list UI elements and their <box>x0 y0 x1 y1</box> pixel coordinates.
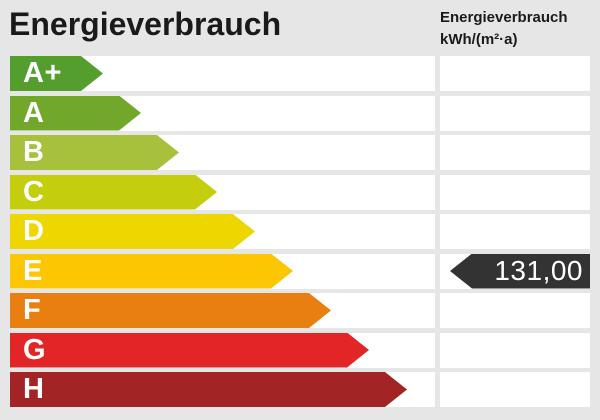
class-label: A <box>23 96 45 129</box>
class-label: F <box>23 294 42 326</box>
class-arrow-d: D <box>10 214 255 249</box>
scale-row-h: H <box>0 372 600 407</box>
class-arrow-c: C <box>10 175 217 210</box>
value-badge <box>450 135 590 170</box>
scale-row-a: A <box>0 95 600 131</box>
class-label: H <box>23 373 45 405</box>
scale-row-aplus: A+ <box>0 56 600 91</box>
class-arrow-a: A <box>10 96 141 131</box>
energy-scale: A+ A B <box>0 56 600 407</box>
value-cell <box>440 293 590 328</box>
class-arrow-g: G <box>10 333 369 368</box>
value-cell <box>440 56 590 91</box>
class-arrow-f: F <box>10 293 331 328</box>
class-arrow-b: B <box>10 135 179 170</box>
scale-row-d: D <box>0 214 600 249</box>
class-label: A+ <box>23 57 62 89</box>
unit-header-line1: Energieverbrauch <box>440 9 568 26</box>
row-track: E <box>10 253 435 289</box>
class-arrow-aplus: A+ <box>10 56 103 91</box>
scale-row-b: B <box>0 135 600 170</box>
row-track: C <box>10 174 435 210</box>
row-track: A <box>10 95 435 131</box>
value-badge: 131,00 <box>450 253 590 289</box>
scale-row-f: F <box>0 293 600 328</box>
value-badge <box>450 96 590 131</box>
class-label: G <box>23 333 47 366</box>
value-badge <box>450 56 590 91</box>
unit-header: Energieverbrauch kWh/(m²·a) <box>440 7 568 51</box>
row-track: A+ <box>10 56 435 91</box>
value-cell <box>440 95 590 131</box>
value-cell <box>440 372 590 407</box>
scale-row-e: E 131,00 <box>0 253 600 289</box>
unit-header-line2: kWh/(m²·a) <box>440 31 518 48</box>
value-cell <box>440 135 590 170</box>
scale-row-g: G <box>0 332 600 368</box>
value-badge <box>450 372 590 407</box>
row-track: F <box>10 293 435 328</box>
value-badge <box>450 214 590 249</box>
value-cell <box>440 174 590 210</box>
row-track: B <box>10 135 435 170</box>
value-badge <box>450 333 590 368</box>
value-cell: 131,00 <box>440 253 590 289</box>
value-cell <box>440 214 590 249</box>
row-track: G <box>10 332 435 368</box>
class-arrow-h: H <box>10 372 407 407</box>
row-track: D <box>10 214 435 249</box>
class-label: E <box>23 254 43 287</box>
row-track: H <box>10 372 435 407</box>
page-title: Energieverbrauch <box>9 6 282 42</box>
value-text: 131,00 <box>494 255 583 286</box>
class-arrow-e: E <box>10 254 293 289</box>
value-badge <box>450 293 590 328</box>
value-badge <box>450 175 590 210</box>
class-label: B <box>23 136 45 168</box>
scale-row-c: C <box>0 174 600 210</box>
value-cell <box>440 332 590 368</box>
class-label: D <box>23 215 45 247</box>
class-label: C <box>23 175 45 208</box>
